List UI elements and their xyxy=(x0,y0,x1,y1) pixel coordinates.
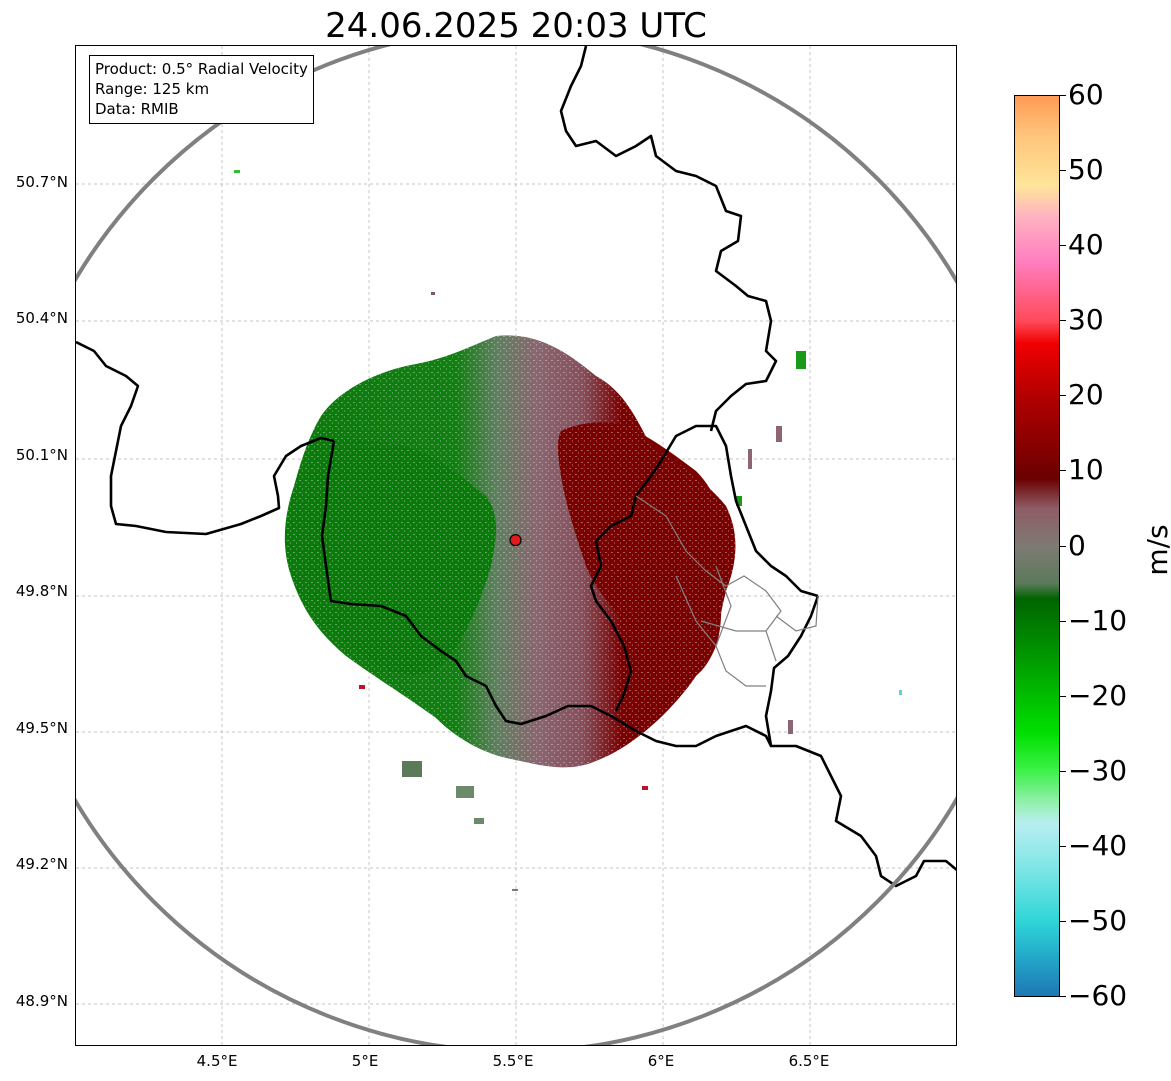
colorbar-tick-mark xyxy=(1060,245,1066,247)
map-title: 24.06.2025 20:03 UTC xyxy=(325,6,707,46)
y-tick-label: 48.9°N xyxy=(15,991,68,1010)
colorbar-tick-mark xyxy=(1060,545,1066,547)
colorbar-tick-mark xyxy=(1060,320,1066,322)
y-tick-label: 49.8°N xyxy=(15,582,68,600)
echo-pixel xyxy=(359,685,365,689)
echo-pixel xyxy=(642,786,648,790)
echo-pixel xyxy=(788,720,793,734)
radar-map[interactable] xyxy=(75,45,957,1046)
colorbar-tick-label: 50 xyxy=(1068,153,1104,187)
admin-line xyxy=(635,495,782,662)
x-tick-label: 4.5°E xyxy=(196,1052,238,1070)
echo-pixel xyxy=(748,449,752,469)
velocity-echoes xyxy=(234,170,902,891)
echo-pixel xyxy=(431,292,435,295)
echo-speckle xyxy=(284,335,736,768)
y-tick-label: 49.2°N xyxy=(15,855,68,873)
admin-line xyxy=(775,595,819,632)
echo-pixel xyxy=(456,786,474,798)
echo-pixel xyxy=(234,170,240,173)
x-tick-label: 5°E xyxy=(351,1052,379,1070)
echo-pixel xyxy=(736,496,742,506)
info-source: Data: RMIB xyxy=(95,100,179,118)
colorbar-tick-mark xyxy=(1060,845,1066,847)
admin-lines xyxy=(635,495,819,687)
colorbar-tick-mark xyxy=(1060,395,1066,397)
border-belgium-france xyxy=(76,340,335,536)
colorbar-tick-label: 0 xyxy=(1068,528,1086,562)
x-tick-label: 5.5°E xyxy=(492,1052,534,1070)
info-product: Product: 0.5° Radial Velocity xyxy=(95,60,308,78)
colorbar-tick-label: −10 xyxy=(1068,603,1128,637)
colorbar-tick-label: −60 xyxy=(1068,979,1128,1012)
x-tick-label: 6.5°E xyxy=(788,1052,830,1070)
border-belgium-france-luxembourg xyxy=(320,440,773,748)
colorbar xyxy=(1014,95,1060,997)
y-tick-label: 50.1°N xyxy=(15,445,68,464)
colorbar-tick-label: 10 xyxy=(1068,453,1104,487)
admin-line xyxy=(715,565,766,687)
colorbar-tick-label: 40 xyxy=(1068,228,1104,262)
border-luxembourg xyxy=(589,424,819,712)
colorbar-tick-mark xyxy=(1060,170,1066,172)
echo-pixel xyxy=(776,426,782,442)
echo-pixel xyxy=(899,690,902,695)
colorbar-tick-label: 20 xyxy=(1068,378,1104,412)
colorbar-tick-mark xyxy=(1060,695,1066,697)
colorbar-tick-mark xyxy=(1060,95,1066,96)
info-box: Product: 0.5° Radial Velocity Range: 125… xyxy=(89,55,314,124)
echo-scattered-pixels xyxy=(234,170,902,891)
colorbar-tick-label: 30 xyxy=(1068,303,1104,337)
radar-map-canvas xyxy=(76,46,956,1045)
colorbar-tick-label: −40 xyxy=(1068,828,1128,862)
radar-site-marker[interactable] xyxy=(509,534,522,547)
x-tick-label: 6°E xyxy=(647,1052,675,1070)
colorbar-tick-mark xyxy=(1060,920,1066,922)
borders xyxy=(76,46,956,888)
y-tick-label: 49.5°N xyxy=(15,718,68,737)
echo-pixel xyxy=(402,761,422,777)
info-range: Range: 125 km xyxy=(95,80,210,98)
admin-line xyxy=(675,575,717,647)
colorbar-tick-mark xyxy=(1060,770,1066,772)
echo-pixel xyxy=(474,818,484,824)
colorbar-tick-label: −30 xyxy=(1068,753,1128,787)
border-germany-luxembourg-east xyxy=(764,595,956,888)
colorbar-tick-label: 60 xyxy=(1068,78,1104,111)
colorbar-tick-mark xyxy=(1060,620,1066,622)
y-tick-label: 50.7°N xyxy=(15,172,68,191)
y-tick-label: 50.4°N xyxy=(15,309,68,327)
colorbar-tick-mark xyxy=(1060,996,1066,997)
admin-line xyxy=(700,620,766,632)
echo-pixel xyxy=(512,889,518,891)
border-germany-belgium-north xyxy=(559,46,778,432)
colorbar-label: m/s xyxy=(1141,524,1171,576)
colorbar-tick-mark xyxy=(1060,470,1066,472)
colorbar-tick-label: −50 xyxy=(1068,903,1128,937)
echo-pixel xyxy=(796,351,806,369)
colorbar-tick-label: −20 xyxy=(1068,678,1128,712)
